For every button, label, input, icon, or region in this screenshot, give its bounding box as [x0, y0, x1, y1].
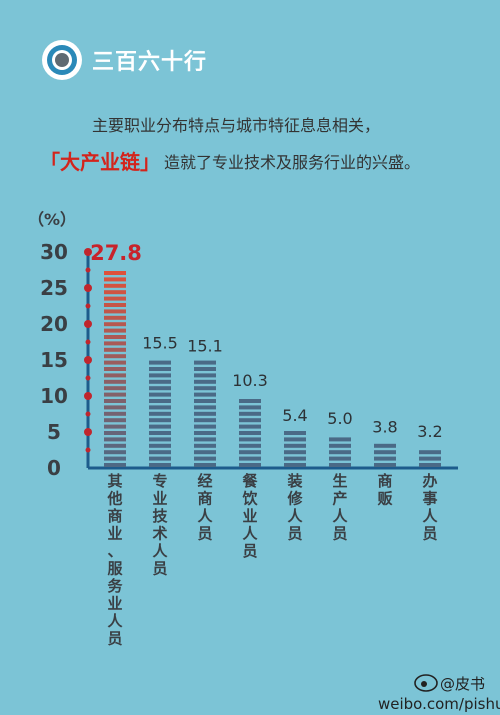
y-tick-dot: [84, 428, 92, 436]
y-tick-dot: [84, 320, 92, 328]
bar: [104, 271, 126, 467]
bar-value-label: 5.4: [282, 406, 307, 425]
intro-highlight: 「大产业链」: [40, 150, 160, 174]
x-category-label: 装修人员: [286, 472, 303, 543]
y-tick-label: 5: [47, 420, 61, 444]
intro-line-2: 「大产业链」 造就了专业技术及服务行业的兴盛。: [40, 146, 480, 175]
header: 三百六十行: [42, 40, 207, 80]
bar: [284, 431, 306, 467]
bar-value-label: 3.2: [417, 422, 442, 441]
y-tick-label: 25: [40, 276, 68, 300]
bar-value-label: 3.8: [372, 418, 397, 437]
y-axis-unit-label: （%）: [28, 210, 77, 229]
bar-value-label: 27.8: [90, 241, 142, 265]
bar: [419, 450, 441, 467]
x-category-label: 经商人员: [197, 472, 213, 543]
x-category-label: 生产人员: [332, 472, 348, 543]
y-minor-dot: [85, 339, 91, 345]
y-tick-dot: [84, 284, 92, 292]
page-title: 三百六十行: [92, 50, 208, 75]
y-tick-dot: [84, 248, 92, 256]
y-tick-dot: [84, 356, 92, 364]
y-minor-dot: [85, 411, 91, 417]
y-tick-label: 10: [40, 384, 68, 408]
bar: [239, 399, 261, 467]
intro-line-1: 主要职业分布特点与城市特征息息相关，: [92, 116, 381, 135]
x-category-label: 其他商业、服务业人员: [106, 472, 123, 648]
y-minor-dot: [85, 303, 91, 309]
y-tick-label: 15: [40, 348, 68, 372]
bar-value-label: 15.1: [187, 336, 223, 355]
x-category-label: 商贩: [377, 472, 393, 508]
bar: [194, 360, 216, 467]
x-category-label: 专业技术人员: [152, 472, 168, 578]
intro-line-2-text: 造就了专业技术及服务行业的兴盛。: [164, 152, 421, 172]
y-minor-dot: [85, 267, 91, 273]
y-tick-label: 0: [47, 456, 61, 480]
y-minor-dot: [85, 447, 91, 453]
bar: [374, 443, 396, 467]
y-tick-label: 30: [40, 240, 68, 264]
bar-value-label: 5.0: [327, 409, 352, 428]
bar-value-label: 10.3: [232, 371, 268, 390]
logo-icon: [42, 40, 82, 80]
y-tick-label: 20: [40, 312, 68, 336]
bar: [329, 437, 351, 467]
x-category-label: 餐饮业人员: [241, 472, 258, 560]
x-category-label: 办事人员: [422, 472, 438, 543]
bar-value-label: 15.5: [142, 333, 178, 352]
bar: [149, 360, 171, 467]
y-tick-dot: [84, 392, 92, 400]
y-minor-dot: [85, 375, 91, 381]
